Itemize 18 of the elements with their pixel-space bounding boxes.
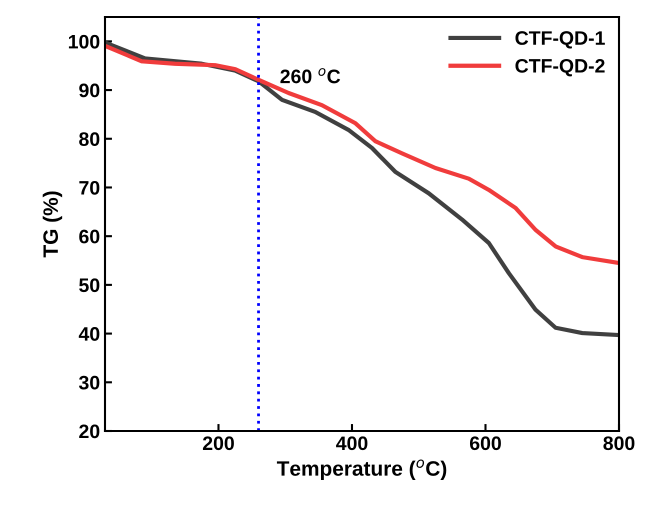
legend-label: CTF-QD-1 (515, 31, 605, 49)
y-tick-label: 50 (79, 278, 100, 292)
x-tick-label: 800 (603, 436, 634, 450)
y-tick-label: 20 (79, 424, 100, 438)
y-tick-label: 90 (79, 84, 100, 98)
y-axis-title: TG (%) (42, 191, 62, 258)
x-tick-label: 400 (336, 436, 368, 450)
legend-label: CTF-QD-2 (515, 58, 605, 76)
x-tick-label: 200 (202, 436, 234, 450)
x-tick-label: 600 (470, 436, 501, 450)
y-tick-label: 40 (78, 327, 100, 341)
y-tick-label: 100 (68, 34, 100, 49)
x-axis-title: Temperature ($^{o}$C) (276, 460, 446, 480)
y-tick-label: 60 (79, 230, 100, 244)
y-tick-label: 70 (79, 180, 100, 195)
y-tick-label: 30 (78, 376, 100, 390)
y-tick-label: 80 (79, 132, 100, 146)
annotation: 260 $^{o}$C (280, 68, 340, 84)
